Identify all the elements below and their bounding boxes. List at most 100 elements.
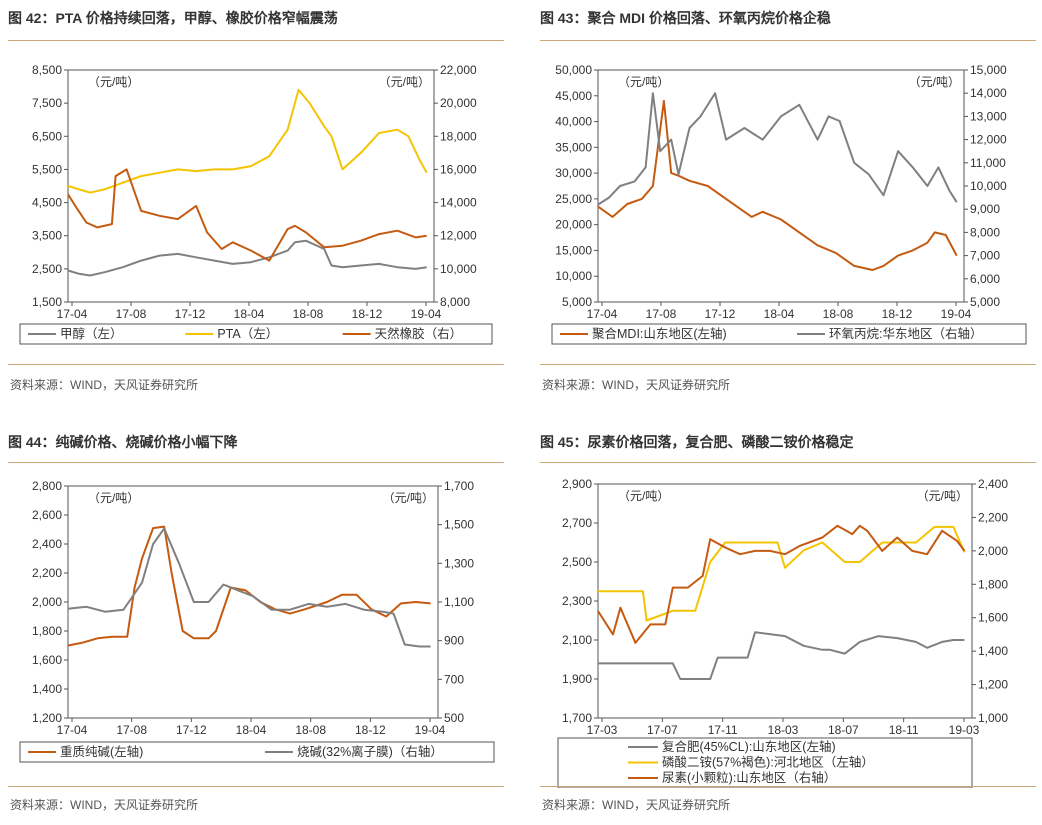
y-left-tick-label: 2,300 (562, 594, 592, 608)
y-left-tick-label: 25,000 (555, 192, 592, 206)
series-line-1 (597, 99, 958, 271)
title-rule (540, 462, 1036, 463)
x-tick-label: 17-11 (708, 723, 738, 737)
y-left-tick-label: 15,000 (555, 243, 592, 257)
panel-chart-45: 图 45：尿素价格回落，复合肥、磷酸二铵价格稳定 1,700 1,900 2,100… (540, 432, 1040, 825)
y-right-tick-label: 1,600 (978, 611, 1008, 625)
y-left-tick-label: 2,600 (32, 508, 62, 522)
y-left-tick-label: 45,000 (555, 89, 592, 103)
y-right-tick-label: 2,000 (978, 544, 1008, 558)
plot-frame (67, 485, 439, 719)
y-left-tick-label: 4,500 (32, 196, 62, 210)
y-right-tick-label: 1,800 (978, 577, 1008, 591)
y-right-tick-label: 900 (444, 634, 464, 648)
legend-label: 尿素(小颗粒):山东地区（右轴） (662, 770, 836, 785)
x-tick-label: 17-08 (116, 723, 147, 737)
y-left-tick-label: 1,600 (32, 653, 62, 667)
series-line-2 (67, 527, 431, 648)
x-tick-label: 18-04 (236, 723, 267, 737)
series-line-2 (597, 92, 958, 206)
y-right-tick-label: 500 (444, 711, 464, 725)
y-right-tick-label: 5,000 (970, 295, 1000, 309)
x-tick-label: 18-03 (768, 723, 799, 737)
y-left-tick-label: 2,800 (32, 479, 62, 493)
y-left-tick-label: 2,500 (32, 262, 62, 276)
y-right-tick-label: 12,000 (970, 133, 1007, 147)
y-right-tick-label: 6,000 (970, 272, 1000, 286)
y-right-tick-label: 7,000 (970, 249, 1000, 263)
y-left-tick-label: 2,700 (562, 516, 592, 530)
y-right-tick-label: 1,700 (444, 479, 474, 493)
source-rule (8, 786, 504, 787)
x-tick-label: 19-04 (415, 723, 446, 737)
source-rule (540, 364, 1036, 365)
y-right-tick-label: 1,500 (444, 518, 474, 532)
right-axis-unit: （元/吨） (917, 489, 968, 503)
legend-label: 烧碱(32%离子膜)（右轴） (297, 744, 443, 759)
y-right-tick-label: 10,000 (440, 262, 477, 276)
y-right-tick-label: 13,000 (970, 109, 1007, 123)
legend-box (557, 737, 973, 788)
y-left-tick-label: 5,500 (32, 162, 62, 176)
title-rule (540, 40, 1036, 41)
right-axis-unit: （元/吨） (383, 491, 434, 505)
x-tick-label: 17-12 (176, 723, 207, 737)
y-right-tick-label: 14,000 (970, 86, 1007, 100)
x-tick-label: 17-08 (116, 307, 147, 321)
y-left-tick-label: 1,700 (562, 711, 592, 725)
legend-box (19, 323, 493, 345)
x-tick-label: 18-12 (882, 307, 913, 321)
y-left-tick-label: 30,000 (555, 166, 592, 180)
y-right-tick-label: 10,000 (970, 179, 1007, 193)
y-right-tick-label: 15,000 (970, 63, 1007, 77)
panel-chart-44: 图 44：纯碱价格、烧碱价格小幅下降 1,200 1,400 1,600 1,800 2… (8, 432, 508, 825)
x-tick-label: 18-04 (234, 307, 265, 321)
y-left-tick-label: 2,400 (32, 537, 62, 551)
x-tick-label: 18-08 (295, 723, 326, 737)
y-right-tick-label: 8,000 (970, 225, 1000, 239)
y-right-tick-label: 20,000 (440, 96, 477, 110)
panel-chart-42: 图 42：PTA 价格持续回落，甲醇、橡胶价格窄幅震荡 1,500 2,500 3,… (8, 8, 508, 403)
legend-label: 聚合MDI:山东地区(左轴) (592, 326, 727, 341)
y-right-tick-label: 2,400 (978, 477, 1008, 491)
y-right-tick-label: 1,200 (978, 678, 1008, 692)
y-right-tick-label: 9,000 (970, 202, 1000, 216)
y-left-tick-label: 35,000 (555, 140, 592, 154)
series-line-2 (67, 88, 428, 194)
chart-title: 图 45：尿素价格回落，复合肥、磷酸二铵价格稳定 (540, 434, 854, 450)
y-left-tick-label: 1,800 (32, 624, 62, 638)
right-axis-unit: （元/吨） (379, 75, 430, 89)
x-tick-label: 18-07 (828, 723, 859, 737)
y-left-tick-label: 40,000 (555, 115, 592, 129)
left-axis-unit: （元/吨） (88, 491, 139, 505)
y-left-tick-label: 2,000 (32, 595, 62, 609)
left-axis-unit: （元/吨） (618, 489, 669, 503)
y-left-tick-label: 50,000 (555, 63, 592, 77)
chart-title: 图 43：聚合 MDI 价格回落、环氧丙烷价格企稳 (540, 10, 831, 26)
title-rule (8, 40, 504, 41)
y-left-tick-label: 1,500 (32, 295, 62, 309)
y-right-tick-label: 16,000 (440, 162, 477, 176)
y-left-tick-label: 7,500 (32, 96, 62, 110)
legend-label: 天然橡胶（右） (375, 326, 463, 341)
y-right-tick-label: 700 (444, 672, 464, 686)
y-left-tick-label: 2,500 (562, 555, 592, 569)
x-tick-label: 17-12 (175, 307, 206, 321)
source-rule (8, 364, 504, 365)
x-tick-label: 17-07 (647, 723, 678, 737)
plot-frame (597, 483, 973, 719)
source-note: 资料来源：WIND，天风证券研究所 (542, 798, 730, 812)
chart-title: 图 44：纯碱价格、烧碱价格小幅下降 (8, 434, 238, 450)
y-left-tick-label: 1,200 (32, 711, 62, 725)
y-left-tick-label: 8,500 (32, 63, 62, 77)
chart-42-plot: 1,500 2,500 3,500 4,500 5,500 6,500 7,500 8,500… (19, 63, 493, 345)
y-right-tick-label: 1,100 (444, 595, 474, 609)
x-tick-label: 18-11 (889, 723, 919, 737)
x-tick-label: 17-12 (705, 307, 736, 321)
y-right-tick-label: 12,000 (440, 229, 477, 243)
x-tick-label: 18-08 (823, 307, 854, 321)
legend-box (551, 323, 1027, 345)
y-left-tick-label: 20,000 (555, 218, 592, 232)
series-line-1 (67, 239, 427, 277)
chart-45-plot: 1,700 1,900 2,100 2,300 2,500 2,700 2,900 1,000… (557, 477, 1008, 788)
